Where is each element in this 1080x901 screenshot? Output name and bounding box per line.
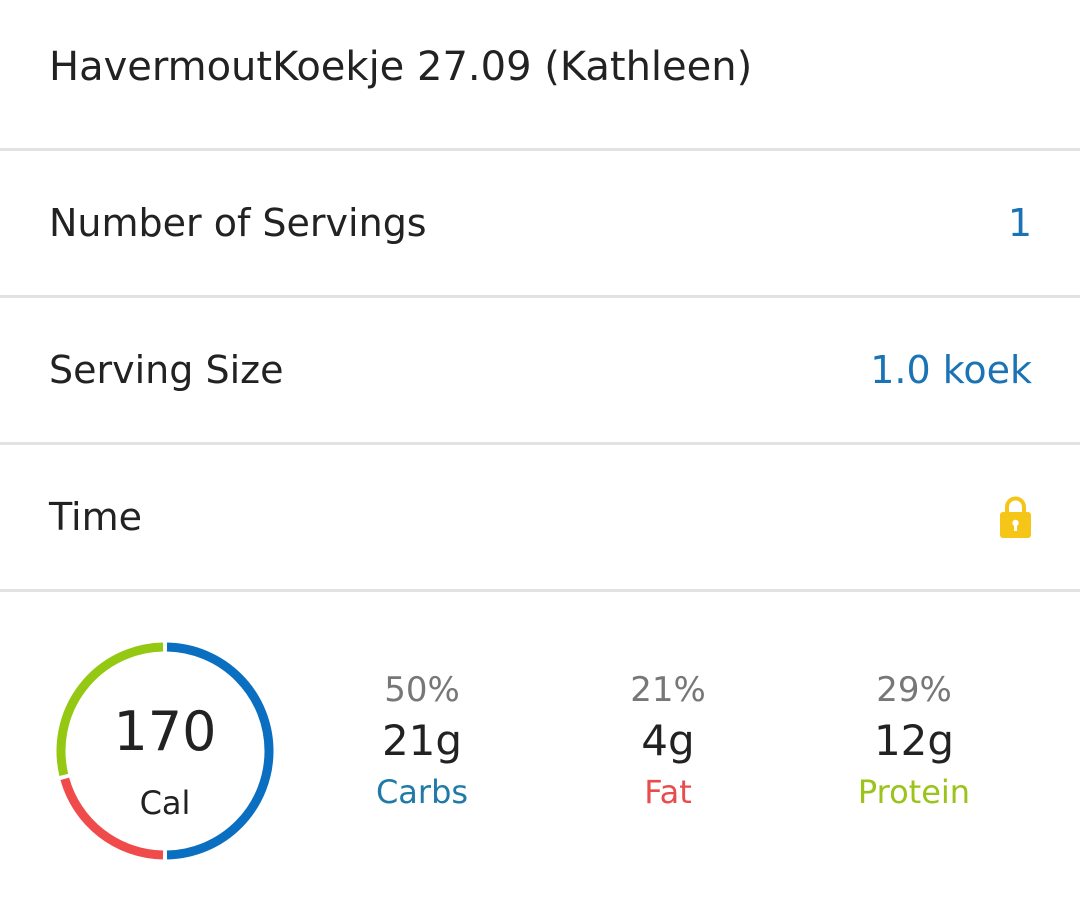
protein-summary: 29% 12g Protein: [804, 668, 1024, 814]
fat-summary: 21% 4g Fat: [558, 668, 778, 814]
number-of-servings-label: Number of Servings: [49, 201, 427, 245]
number-of-servings-value[interactable]: 1: [1007, 201, 1032, 245]
carbs-grams: 21g: [381, 716, 463, 765]
macro-summary: 170 Cal 50% 21g Carbs 21% 4g Fat 29% 12g…: [0, 592, 1080, 901]
serving-size-value[interactable]: 1.0 koek: [870, 348, 1032, 392]
lock-icon[interactable]: [999, 495, 1032, 539]
time-label: Time: [49, 495, 142, 539]
fat-percent: 21%: [630, 670, 706, 710]
number-of-servings-row[interactable]: Number of Servings 1: [0, 151, 1080, 298]
food-title: HavermoutKoekje 27.09 (Kathleen): [49, 44, 753, 90]
fat-grams: 4g: [641, 716, 695, 765]
serving-size-label: Serving Size: [49, 348, 284, 392]
time-row[interactable]: Time: [0, 445, 1080, 592]
carbs-percent: 50%: [384, 670, 460, 710]
donut-segment-carbs: [166, 642, 274, 860]
carbs-label: Carbs: [375, 773, 469, 811]
donut-segment-fat: [60, 777, 164, 860]
protein-label: Protein: [857, 773, 971, 811]
serving-size-row[interactable]: Serving Size 1.0 koek: [0, 298, 1080, 445]
protein-grams: 12g: [873, 716, 955, 765]
carbs-summary: 50% 21g Carbs: [312, 668, 532, 814]
protein-percent: 29%: [876, 670, 952, 710]
title-row: HavermoutKoekje 27.09 (Kathleen): [0, 0, 1080, 151]
calories-value: 170: [113, 700, 217, 763]
calories-label: Cal: [139, 784, 191, 822]
fat-label: Fat: [644, 773, 692, 811]
calorie-donut-chart: [56, 642, 274, 860]
donut-segment-protein: [56, 642, 164, 776]
